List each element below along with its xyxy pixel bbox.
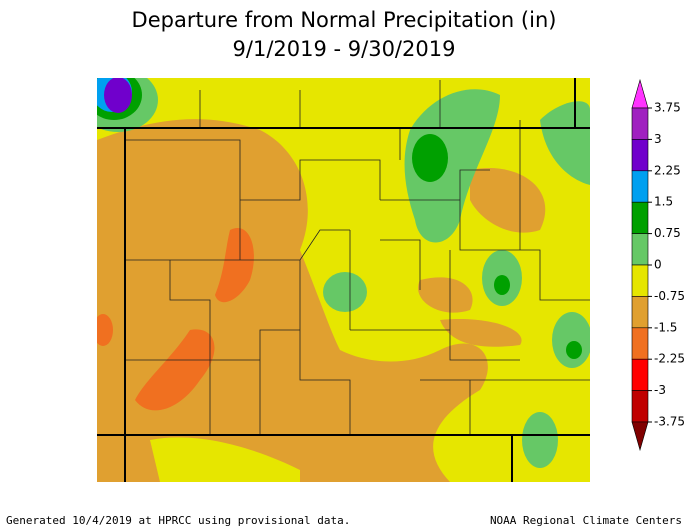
legend-band [631,170,649,203]
footer-left: Generated 10/4/2019 at HPRCC using provi… [6,514,350,527]
legend-tick-label: -3.75 [654,415,685,429]
legend-band [631,296,649,329]
legend-tick-label: -1.5 [654,320,677,334]
legend-tick-label: -0.75 [654,289,685,303]
legend-arrow-top [631,78,649,109]
footer-right: NOAA Regional Climate Centers [490,514,682,527]
legend-band [631,390,649,423]
legend-tick-label: 3 [654,132,662,146]
legend-band [631,264,649,297]
legend-arrow-bottom [631,421,649,452]
map-title: Departure from Normal Precipitation (in) [132,8,557,32]
legend-tick-label: 0 [654,258,662,272]
precip-map [97,78,590,482]
legend-tick-label: -3 [654,383,666,397]
legend-band [631,358,649,391]
legend-tick-label: 0.75 [654,226,681,240]
legend-band [631,233,649,266]
legend-band [631,139,649,172]
legend-tick-label: -2.25 [654,352,685,366]
legend-tick-label: 3.75 [654,101,681,115]
legend-band [631,327,649,360]
color-legend: 3.75 3 2.25 1.5 0.75 0 -0.75 -1.5 -2.25 -3 -3.75 [631,78,685,452]
legend-tick-label: 2.25 [654,163,681,177]
legend-band [631,107,649,140]
legend-tick-label: 1.5 [654,195,673,209]
map-subtitle: 9/1/2019 - 9/30/2019 [233,37,456,61]
legend-band [631,201,649,234]
